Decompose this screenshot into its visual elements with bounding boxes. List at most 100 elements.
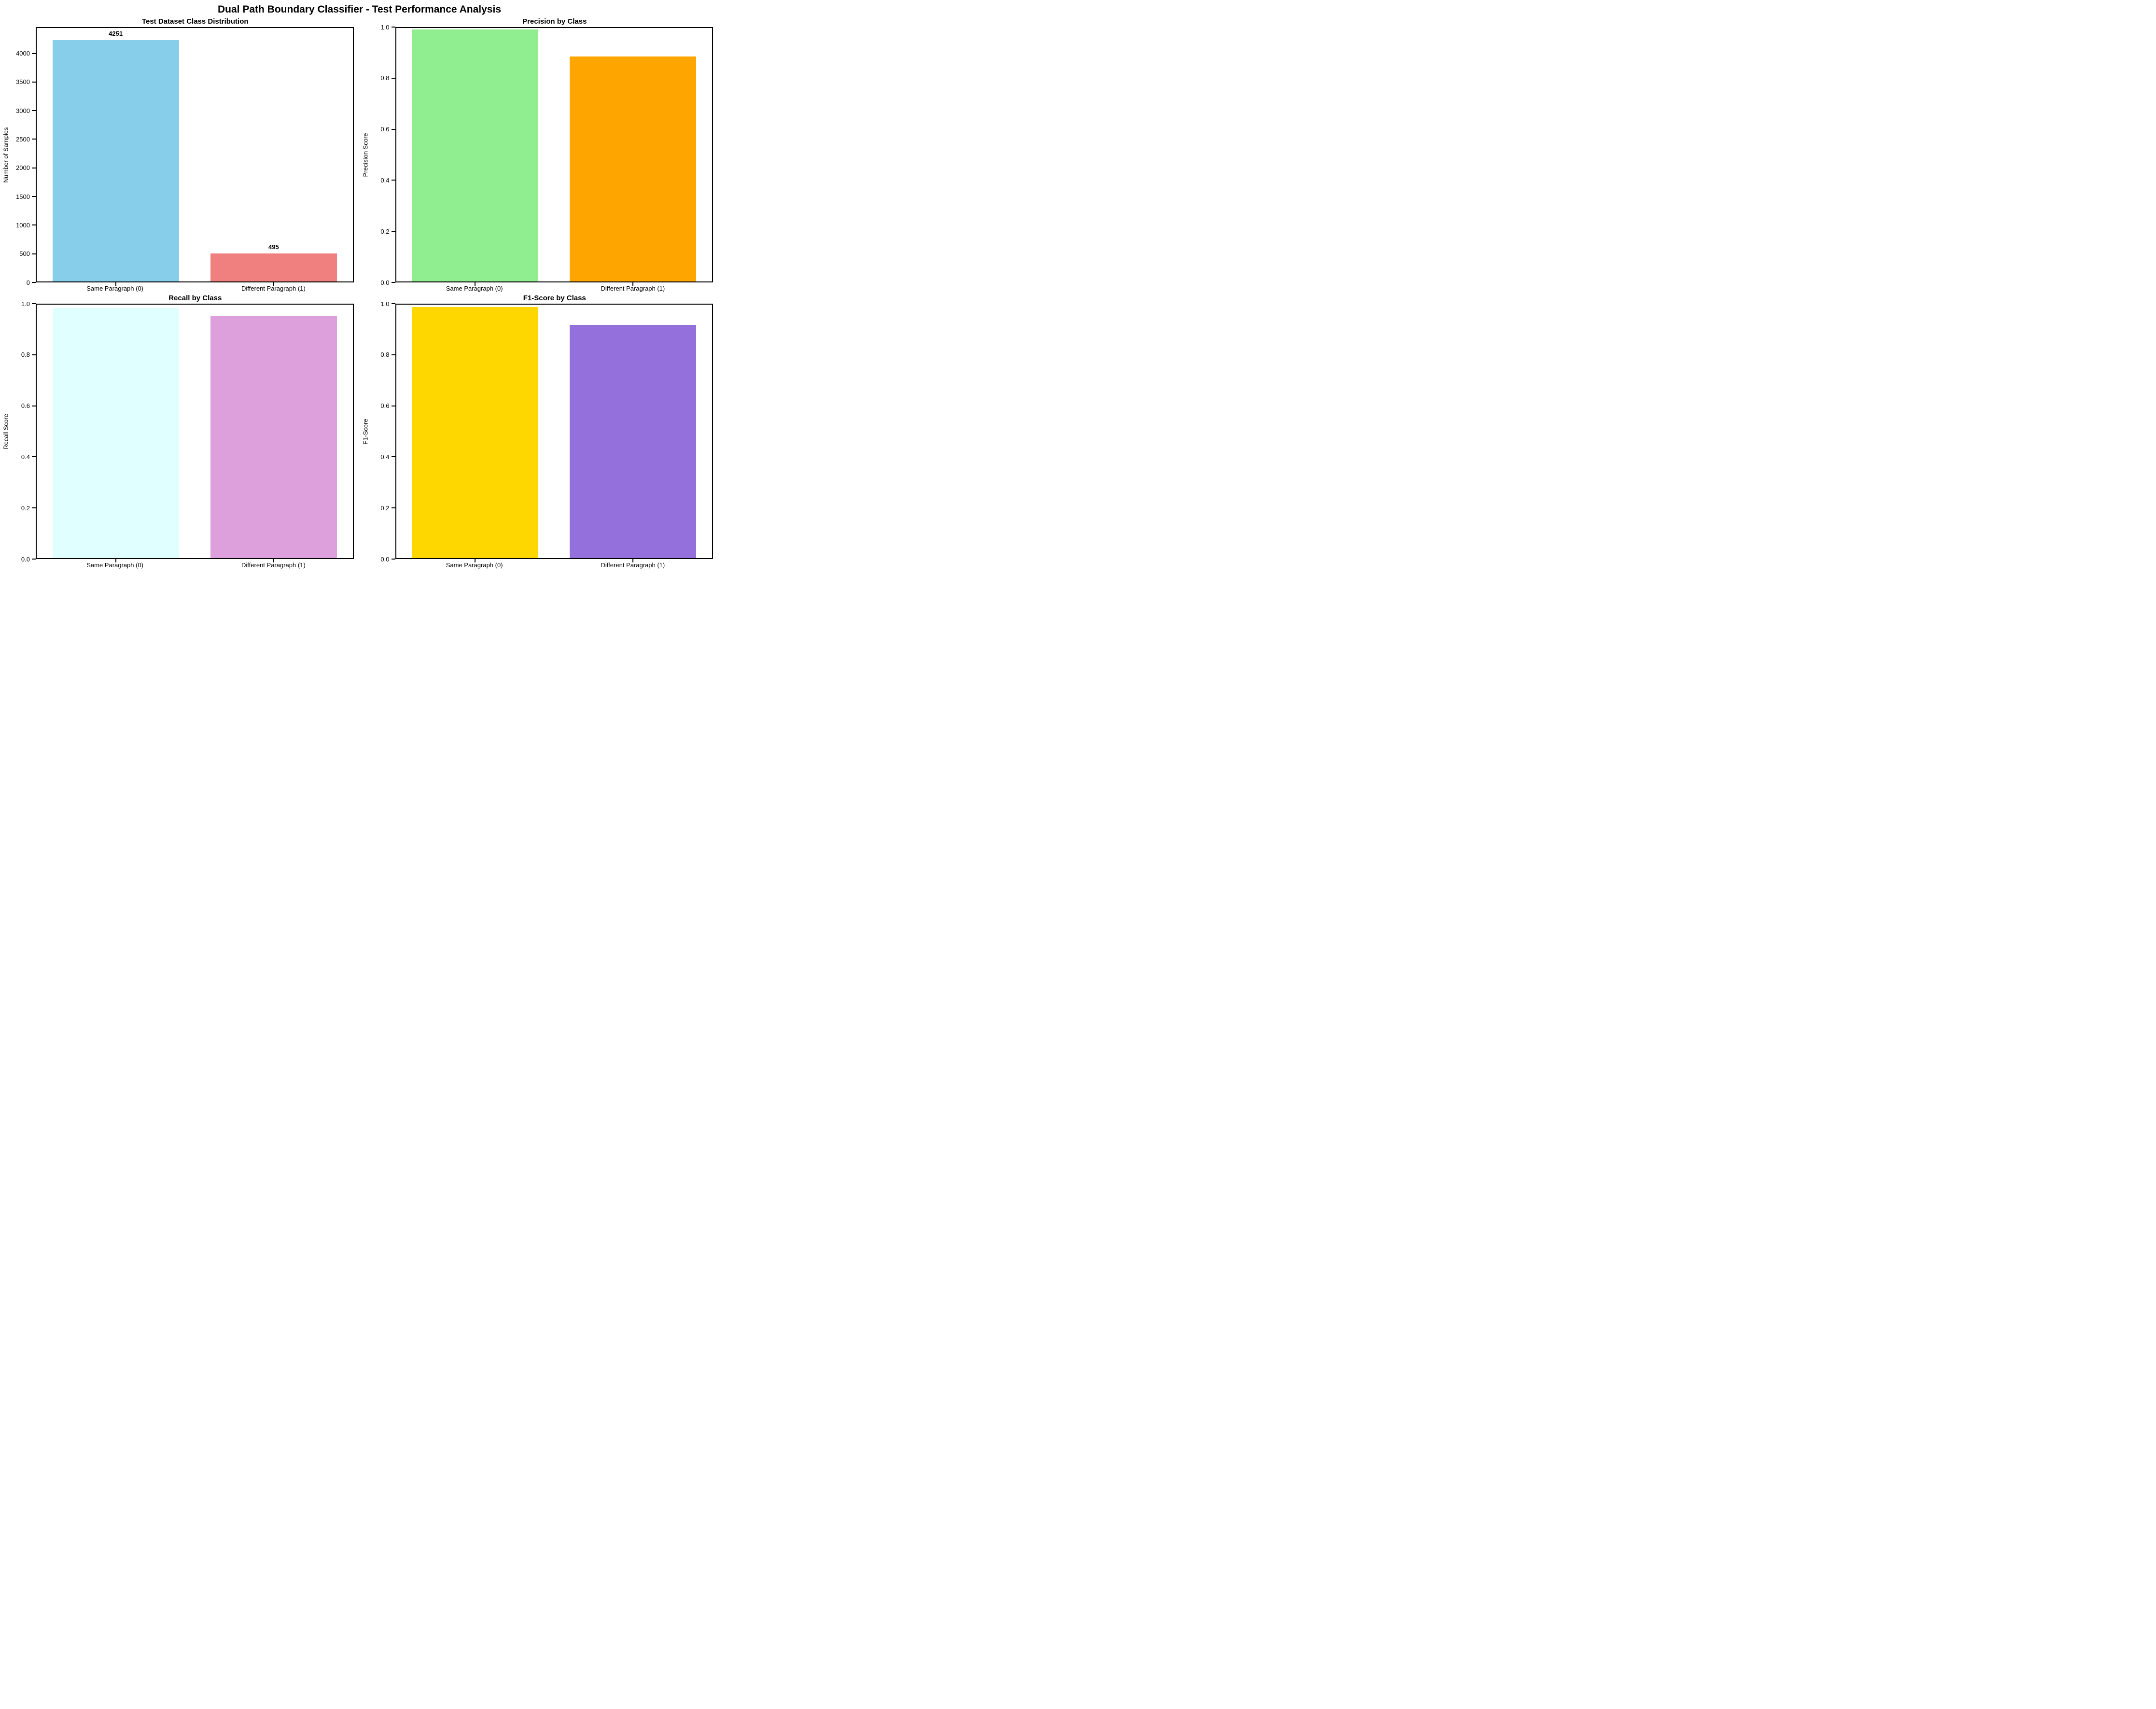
x-tick-label: Same Paragraph (0) (446, 561, 503, 569)
y-tick-label: 2000 (16, 164, 30, 172)
y-tick-label: 0.6 (380, 126, 390, 133)
y-tick-label: 0.2 (21, 504, 30, 512)
figure-canvas: Dual Path Boundary Classifier - Test Per… (0, 0, 719, 570)
bar-precision-by-class-1 (570, 56, 697, 281)
y-tick-label: 4000 (16, 50, 30, 57)
y-tick-label: 0.0 (380, 279, 390, 286)
y-tick-label: 0.4 (21, 453, 30, 461)
y-tick-label: 1.0 (380, 23, 390, 31)
x-tick-mark (273, 282, 274, 286)
x-tick-mark (475, 282, 476, 286)
y-tick-mark (391, 77, 395, 79)
bar-f1-score-by-class-1 (570, 325, 697, 558)
bar-precision-by-class-0 (412, 29, 539, 281)
y-axis-ticks: 0.0 0.2 0.4 0.6 0.8 1.0 (11, 300, 36, 563)
y-tick-label: 1.0 (21, 300, 30, 308)
bar-value-label: 4251 (109, 29, 123, 37)
y-tick-mark (32, 224, 36, 226)
y-axis-label: Recall Score (2, 413, 10, 449)
x-tick-mark (632, 282, 634, 286)
y-tick-mark (32, 354, 36, 355)
y-tick-label: 500 (19, 250, 30, 258)
bar-recall-by-class-1 (210, 316, 337, 558)
y-tick-mark (32, 81, 36, 83)
y-tick-label: 0 (26, 279, 30, 286)
y-axis-label: F1-Score (362, 418, 369, 445)
y-tick-label: 0.6 (380, 402, 390, 410)
y-tick-mark (32, 559, 36, 560)
y-tick-label: 0.8 (380, 74, 390, 82)
y-tick-label: 0.2 (380, 504, 390, 512)
y-axis-ticks: 0.0 0.2 0.4 0.6 0.8 1.0 (370, 23, 395, 286)
y-axis-label-column: Precision Score (361, 27, 370, 282)
y-tick-label: 2500 (16, 135, 30, 143)
y-axis-ticks: 0.0 0.2 0.4 0.6 0.8 1.0 (370, 300, 395, 563)
x-tick-mark (115, 559, 116, 562)
subplot-grid: Test Dataset Class Distribution Number o… (0, 16, 719, 570)
x-tick-mark (115, 282, 116, 286)
plot-title: Test Dataset Class Distribution (141, 17, 249, 26)
y-tick-label: 0.8 (21, 351, 30, 359)
y-tick-label: 0.4 (380, 453, 390, 461)
y-tick-mark (391, 456, 395, 458)
y-axis-label: Number of Samples (2, 127, 10, 182)
y-axis-label: Precision Score (362, 132, 369, 177)
plot-area: 4251 495 (36, 27, 354, 286)
y-tick-label: 0.6 (21, 402, 30, 410)
x-axis-ticks: Same Paragraph (0) Different Paragraph (1… (395, 559, 713, 570)
y-tick-mark (391, 507, 395, 509)
plot-title: Recall by Class (168, 294, 222, 302)
y-tick-label: 0.2 (380, 227, 390, 235)
y-tick-label: 0.4 (380, 176, 390, 184)
y-tick-mark (32, 456, 36, 458)
x-tick-label: Same Paragraph (0) (446, 285, 503, 292)
bar-value-label: 495 (268, 243, 279, 251)
x-tick-mark (632, 559, 634, 562)
plot-body: F1-Score 0.0 0.2 0.4 0.6 0.8 1.0 (361, 300, 718, 563)
y-tick-mark (32, 303, 36, 304)
x-tick-label: Different Paragraph (1) (601, 561, 665, 569)
figure-title: Dual Path Boundary Classifier - Test Per… (217, 4, 501, 15)
x-tick-mark (475, 559, 476, 562)
y-tick-mark (32, 110, 36, 112)
x-tick-label: Different Paragraph (1) (601, 285, 665, 292)
x-axis-ticks: Same Paragraph (0) Different Paragraph (1… (36, 559, 353, 570)
x-tick-label: Different Paragraph (1) (241, 561, 306, 569)
y-tick-label: 1000 (16, 221, 30, 229)
y-tick-mark (391, 128, 395, 130)
plot-area (395, 27, 713, 286)
y-tick-label: 3500 (16, 78, 30, 86)
y-tick-mark (391, 559, 395, 560)
x-axis-ticks: Same Paragraph (0) Different Paragraph (1… (36, 282, 353, 293)
y-tick-mark (391, 303, 395, 304)
y-tick-mark (391, 180, 395, 181)
y-axis-label-column: Recall Score (1, 304, 11, 559)
y-tick-mark (391, 231, 395, 232)
y-tick-mark (32, 196, 36, 197)
y-tick-mark (32, 139, 36, 140)
y-tick-mark (391, 282, 395, 283)
x-axis-ticks: Same Paragraph (0) Different Paragraph (1… (395, 282, 713, 293)
y-tick-mark (32, 282, 36, 283)
y-tick-label: 0.0 (380, 555, 390, 563)
y-tick-label: 1500 (16, 193, 30, 200)
x-tick-label: Different Paragraph (1) (241, 285, 306, 292)
y-axis-ticks: 0 500 1000 1500 2000 2500 3000 3500 4000 (11, 27, 36, 286)
bar-recall-by-class-0 (52, 308, 179, 558)
subplot-f1-score: F1-Score by Class F1-Score 0.0 0.2 0.4 0.6 0… (360, 293, 719, 570)
y-tick-label: 1.0 (380, 300, 390, 308)
subplot-recall: Recall by Class Recall Score 0.0 0.2 0.4 0.… (0, 293, 360, 570)
bar-f1-score-by-class-0 (412, 307, 539, 558)
y-tick-mark (391, 27, 395, 28)
y-axis-label-column: Number of Samples (1, 27, 11, 282)
x-tick-mark (273, 559, 274, 562)
y-tick-label: 0.0 (21, 555, 30, 563)
x-tick-label: Same Paragraph (0) (86, 561, 144, 569)
bar-class-distribution-0 (52, 40, 179, 281)
y-tick-mark (32, 507, 36, 509)
subplot-precision: Precision by Class Precision Score 0.0 0.… (360, 16, 719, 293)
plot-body: Recall Score 0.0 0.2 0.4 0.6 0.8 1.0 (1, 300, 359, 563)
bar-class-distribution-1 (210, 253, 337, 281)
y-tick-label: 3000 (16, 107, 30, 114)
y-tick-mark (32, 53, 36, 54)
